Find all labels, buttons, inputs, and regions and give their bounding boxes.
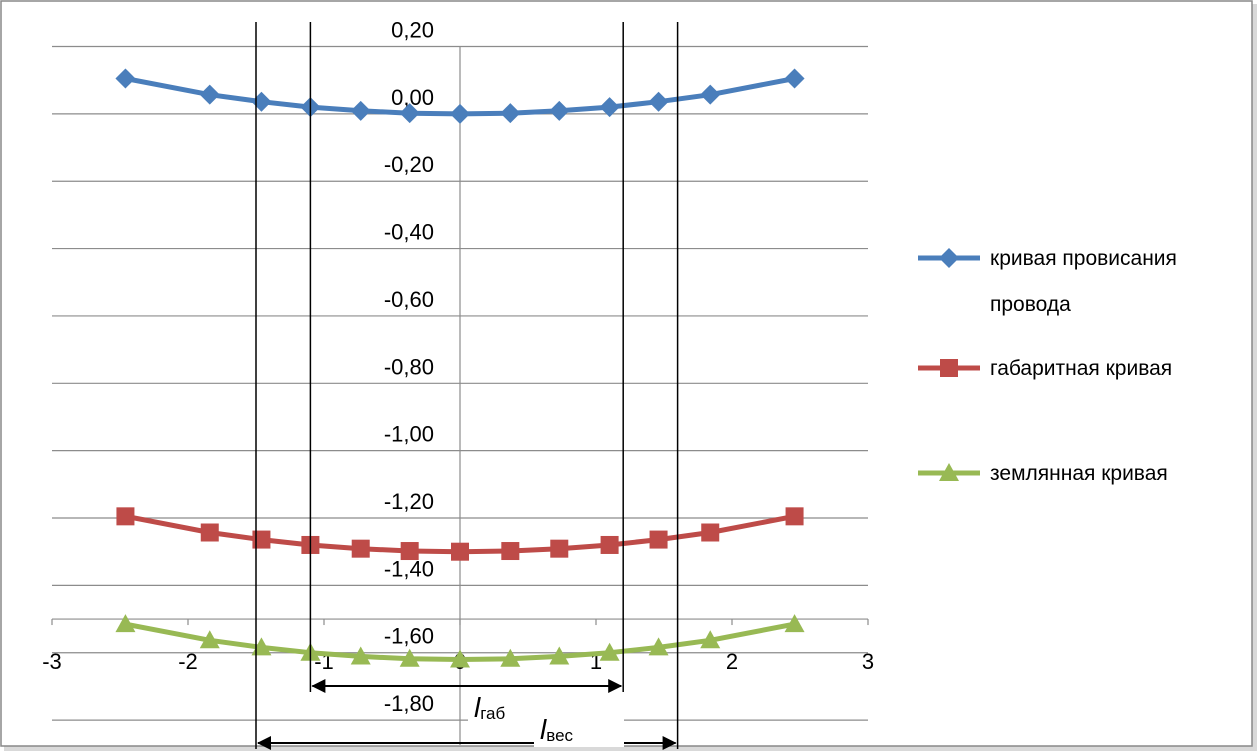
legend-square-marker (940, 359, 958, 377)
y-tick-label-bg (360, 555, 440, 582)
y-tick-label: -0,40 (384, 220, 434, 245)
l-gab-arrow-right (608, 679, 623, 693)
triangle-marker (784, 614, 805, 633)
y-tick-label-bg (360, 420, 440, 447)
square-marker (252, 530, 271, 549)
y-tick-label: -1,80 (384, 691, 434, 716)
x-tick-label: 3 (862, 649, 874, 674)
y-tick-label-bg (360, 690, 440, 717)
y-tick-label-bg (360, 488, 440, 515)
y-tick-label-bg (360, 353, 440, 380)
y-tick-label: -1,40 (384, 556, 434, 581)
square-marker (200, 523, 219, 542)
triangle-marker (199, 630, 220, 649)
diamond-marker (199, 84, 220, 105)
l-ves-arrow-left (257, 736, 271, 750)
y-tick-label: -0,80 (384, 354, 434, 379)
diamond-marker (350, 100, 371, 121)
legend-diamond-marker (939, 248, 959, 268)
y-tick-label-bg (360, 285, 440, 312)
legend-label: провода (990, 293, 1071, 316)
diamond-marker (648, 91, 669, 112)
triangle-marker (648, 637, 669, 656)
y-tick-label-bg (360, 83, 440, 110)
triangle-marker (450, 649, 470, 668)
square-marker (600, 535, 619, 554)
x-tick-label: -2 (178, 649, 198, 674)
square-marker (501, 542, 520, 561)
y-tick-label-bg (360, 16, 440, 43)
y-tick-label: -1,60 (384, 624, 434, 649)
legend: кривая провисания провода габаритная крива… (918, 247, 1177, 485)
diamond-marker (500, 103, 521, 124)
y-tick-label: -1,20 (384, 489, 434, 514)
square-marker (351, 539, 370, 558)
diamond-marker (450, 103, 470, 124)
x-tick-label: -3 (42, 649, 62, 674)
y-tick-label: -0,20 (384, 152, 434, 177)
diamond-marker (399, 103, 420, 124)
legend-triangle-marker (939, 463, 959, 481)
y-tick-label-bg (360, 151, 440, 178)
l-ves-label-bg (534, 711, 624, 747)
l-ves-label: lвес (540, 714, 574, 745)
legend-label: землянная кривая (990, 462, 1168, 485)
l-ves-arrow-right (662, 736, 677, 750)
square-marker (116, 507, 135, 526)
triangle-marker (350, 646, 371, 665)
y-tick-label-bg (360, 622, 440, 649)
series-group (115, 614, 805, 668)
diamond-marker (700, 84, 721, 105)
triangle-marker (115, 614, 136, 633)
y-tick-label: -1,00 (384, 422, 434, 447)
l-gab-label: lгаб (474, 692, 506, 723)
square-marker (785, 507, 804, 526)
square-marker (400, 542, 419, 561)
series-group (116, 507, 804, 561)
legend-label: кривая провисания (990, 247, 1177, 270)
y-tick-label: -0,60 (384, 287, 434, 312)
square-marker (451, 542, 469, 561)
triangle-marker (700, 630, 721, 649)
y-tick-label: 0,00 (391, 85, 434, 110)
y-tick-label-bg (360, 218, 440, 245)
l-gab-arrow-left (311, 679, 326, 693)
diamond-marker (549, 100, 570, 121)
square-marker (649, 530, 668, 549)
triangle-marker (599, 642, 620, 661)
triangle-marker (399, 648, 420, 667)
legend-label: габаритная кривая (990, 357, 1172, 380)
diamond-marker (115, 68, 136, 89)
y-tick-label: 0,20 (391, 18, 434, 43)
diamond-marker (784, 68, 805, 89)
x-tick-label: 2 (726, 649, 738, 674)
square-marker (701, 523, 720, 542)
triangle-marker (500, 648, 521, 667)
triangle-marker (549, 646, 570, 665)
square-marker (550, 539, 569, 558)
diamond-marker (599, 97, 620, 118)
